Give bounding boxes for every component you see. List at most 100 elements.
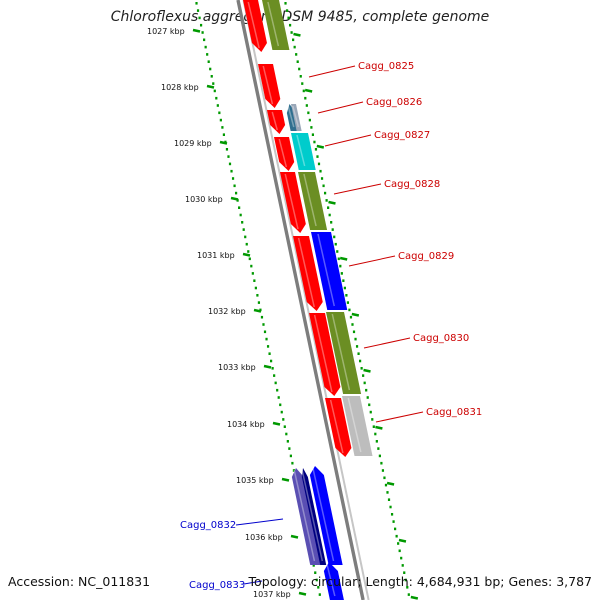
tick-dot xyxy=(406,586,409,589)
tick-dot xyxy=(212,82,215,85)
gene-arrow-olive xyxy=(262,0,290,50)
gene-arrow-purple xyxy=(291,468,323,565)
tick-dot xyxy=(305,104,308,107)
tick-dot xyxy=(320,177,324,180)
accession-value: NC_011831 xyxy=(78,574,151,589)
tick-dot xyxy=(328,213,331,217)
tick-dot xyxy=(274,381,277,385)
tick-dot xyxy=(363,381,366,385)
gene-highlight xyxy=(317,233,335,307)
gene-label-cagg_0825: Cagg_0825 xyxy=(358,61,414,72)
tick-dot xyxy=(222,133,226,136)
tick-dot xyxy=(262,323,265,326)
tick-dot xyxy=(266,345,270,348)
tick-dot xyxy=(210,75,213,78)
tick-dot xyxy=(293,45,296,49)
tick-dot xyxy=(209,67,212,71)
tick-dot xyxy=(233,184,236,188)
kbp-tick-outer xyxy=(398,538,407,543)
kbp-label: 1032 kbp xyxy=(208,307,246,316)
kbp-scale: 1027 kbp 1028 kbp 1029 kbp 1030 kbp 1031 kbp… xyxy=(147,27,419,600)
kbp-tick-outer xyxy=(316,144,325,149)
tick-dot xyxy=(313,140,316,144)
tick-dot xyxy=(280,410,283,414)
tick-dot xyxy=(330,221,333,224)
tick-dot xyxy=(325,199,328,202)
kbp-tick-inner xyxy=(206,84,215,89)
tick-dot xyxy=(289,454,292,458)
kbp-tick-inner xyxy=(290,534,299,539)
kbp-tick-outer xyxy=(339,256,348,261)
gene-arrow-red xyxy=(309,313,341,396)
gene-highlight xyxy=(297,237,315,308)
tick-dot xyxy=(271,367,274,370)
kbp-label: 1037 kbp xyxy=(253,590,291,599)
kbp-label: 1029 kbp xyxy=(174,139,212,148)
gene-arrow-red xyxy=(274,137,295,171)
tick-dot xyxy=(345,294,348,297)
gene-label-cagg_0832: Cagg_0832 xyxy=(180,520,236,531)
gene-highlight xyxy=(303,173,317,227)
tick-dot xyxy=(398,549,401,553)
tick-dot xyxy=(355,345,359,348)
kbp-tick-outer xyxy=(351,312,360,317)
tick-dot xyxy=(352,330,356,334)
gene-highlight xyxy=(326,563,336,597)
tick-dot xyxy=(331,228,334,231)
tick-dot xyxy=(366,396,369,399)
tick-dot xyxy=(268,352,271,355)
gene-arrow-blue xyxy=(323,562,344,600)
tick-dot xyxy=(351,323,354,326)
gene-highlight xyxy=(271,111,278,131)
tick-dot xyxy=(302,89,305,93)
kbp-label: 1027 kbp xyxy=(147,27,185,36)
tick-dot xyxy=(337,257,340,261)
genes-value: 3,787 xyxy=(556,574,592,589)
gene-highlight xyxy=(331,313,351,391)
gene-label-cagg_0831: Cagg_0831 xyxy=(426,407,482,418)
gene-highlight xyxy=(313,314,333,393)
tick-dot xyxy=(239,213,242,217)
tick-dot xyxy=(369,410,372,414)
tick-dot xyxy=(404,578,407,582)
tick-dot xyxy=(301,82,304,85)
gene-arrow-cyan xyxy=(291,133,316,170)
tick-dot xyxy=(334,242,337,246)
gene-highlight xyxy=(287,105,295,128)
tick-dot xyxy=(241,221,244,224)
tick-dot xyxy=(360,367,363,370)
tick-dot xyxy=(365,388,368,392)
tick-dot xyxy=(299,75,302,78)
kbp-tick-inner xyxy=(253,308,262,313)
tick-dot xyxy=(216,104,219,107)
tick-dot xyxy=(310,126,313,129)
gene-highlight xyxy=(312,467,335,562)
gene-label-cagg_0826: Cagg_0826 xyxy=(366,97,422,108)
tick-dot xyxy=(283,425,286,428)
tick-dot xyxy=(284,2,287,5)
tick-dot xyxy=(315,578,318,582)
gene-highlight xyxy=(292,105,300,128)
gene-arrow-red xyxy=(280,172,306,233)
tick-dot xyxy=(288,23,292,27)
gene-highlight xyxy=(278,138,288,168)
tick-dot xyxy=(218,111,221,115)
tick-dot xyxy=(311,133,315,136)
gene-arrow-olive xyxy=(298,172,328,230)
gene-arrow-olive xyxy=(326,312,362,394)
gene-highlight xyxy=(267,1,280,47)
label-leader-line xyxy=(348,255,396,267)
tick-dot xyxy=(228,162,232,166)
label-leader-line xyxy=(317,101,364,114)
gene-label-cagg_0827: Cagg_0827 xyxy=(374,130,430,141)
tick-dot xyxy=(219,118,222,122)
tick-dot xyxy=(291,461,294,465)
length-value: 4,684,931 bp xyxy=(416,574,501,589)
tick-dot xyxy=(392,520,395,523)
tick-dot xyxy=(403,571,406,574)
tick-dot xyxy=(227,155,230,158)
tick-dot xyxy=(201,31,204,34)
tick-dot xyxy=(342,279,345,282)
gene-arrow-red xyxy=(243,0,267,52)
